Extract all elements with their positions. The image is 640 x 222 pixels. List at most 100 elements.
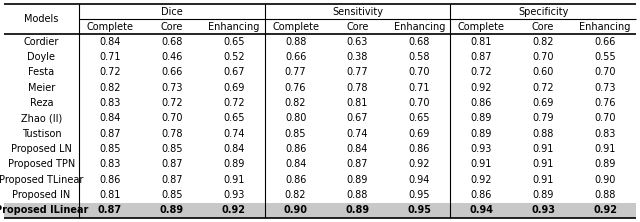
Text: 0.91: 0.91: [532, 175, 554, 185]
Text: 0.70: 0.70: [408, 67, 430, 77]
Text: 0.84: 0.84: [99, 113, 120, 123]
Text: 0.58: 0.58: [408, 52, 430, 62]
Text: Enhancing: Enhancing: [208, 22, 259, 32]
Text: 0.71: 0.71: [99, 52, 121, 62]
Text: 0.46: 0.46: [161, 52, 182, 62]
Text: 0.84: 0.84: [99, 37, 120, 47]
Text: 0.81: 0.81: [99, 190, 120, 200]
Text: Zhao (II): Zhao (II): [21, 113, 62, 123]
Text: 0.55: 0.55: [595, 52, 616, 62]
Text: 0.72: 0.72: [532, 83, 554, 93]
Text: Reza: Reza: [29, 98, 53, 108]
Text: 0.92: 0.92: [470, 83, 492, 93]
Text: 0.93: 0.93: [470, 144, 492, 154]
Text: 0.90: 0.90: [284, 205, 308, 215]
Text: 0.92: 0.92: [470, 175, 492, 185]
Text: 0.70: 0.70: [595, 113, 616, 123]
Text: 0.69: 0.69: [409, 129, 430, 139]
Text: Enhancing: Enhancing: [394, 22, 445, 32]
Text: 0.88: 0.88: [285, 37, 307, 47]
Text: Specificity: Specificity: [518, 6, 568, 16]
Text: 0.65: 0.65: [223, 113, 244, 123]
Text: Core: Core: [161, 22, 183, 32]
Text: 0.63: 0.63: [347, 37, 368, 47]
Text: Core: Core: [532, 22, 554, 32]
Text: 0.95: 0.95: [408, 205, 431, 215]
Text: Proposed IN: Proposed IN: [12, 190, 70, 200]
Text: 0.86: 0.86: [470, 190, 492, 200]
Text: 0.69: 0.69: [532, 98, 554, 108]
Text: 0.79: 0.79: [532, 113, 554, 123]
Text: 0.68: 0.68: [161, 37, 182, 47]
Text: 0.86: 0.86: [409, 144, 430, 154]
Text: Doyle: Doyle: [28, 52, 56, 62]
Text: 0.60: 0.60: [532, 67, 554, 77]
Text: 0.66: 0.66: [285, 52, 307, 62]
Text: 0.91: 0.91: [532, 159, 554, 169]
Text: 0.89: 0.89: [532, 190, 554, 200]
Text: 0.94: 0.94: [469, 205, 493, 215]
Text: 0.66: 0.66: [595, 37, 616, 47]
Text: 0.83: 0.83: [99, 98, 120, 108]
Text: 0.82: 0.82: [532, 37, 554, 47]
Text: Core: Core: [346, 22, 369, 32]
Text: 0.91: 0.91: [532, 144, 554, 154]
Text: 0.52: 0.52: [223, 52, 244, 62]
Text: 0.67: 0.67: [347, 113, 368, 123]
Text: Tustison: Tustison: [22, 129, 61, 139]
Text: 0.87: 0.87: [161, 175, 182, 185]
Text: 0.72: 0.72: [99, 67, 121, 77]
Text: Meier: Meier: [28, 83, 55, 93]
Text: 0.88: 0.88: [595, 190, 616, 200]
Text: 0.85: 0.85: [161, 190, 182, 200]
Text: 0.91: 0.91: [223, 175, 244, 185]
Text: 0.82: 0.82: [285, 190, 307, 200]
Text: 0.89: 0.89: [346, 205, 369, 215]
Text: 0.84: 0.84: [285, 159, 307, 169]
Text: 0.90: 0.90: [595, 175, 616, 185]
Text: 0.89: 0.89: [595, 159, 616, 169]
Text: 0.82: 0.82: [99, 83, 121, 93]
Text: 0.84: 0.84: [347, 144, 368, 154]
Text: 0.78: 0.78: [347, 83, 368, 93]
Text: 0.68: 0.68: [409, 37, 430, 47]
Text: Dice: Dice: [161, 6, 182, 16]
Text: 0.87: 0.87: [161, 159, 182, 169]
Text: Complete: Complete: [272, 22, 319, 32]
Text: 0.84: 0.84: [223, 144, 244, 154]
Text: 0.89: 0.89: [160, 205, 184, 215]
Text: 0.73: 0.73: [161, 83, 182, 93]
Text: Proposed TPN: Proposed TPN: [8, 159, 75, 169]
Text: Festa: Festa: [28, 67, 54, 77]
Text: 0.85: 0.85: [285, 129, 307, 139]
Text: 0.66: 0.66: [161, 67, 182, 77]
Text: 0.87: 0.87: [470, 52, 492, 62]
Text: 0.93: 0.93: [223, 190, 244, 200]
Bar: [4, 203, 636, 218]
Text: 0.92: 0.92: [221, 205, 246, 215]
Text: 0.87: 0.87: [98, 205, 122, 215]
Text: 0.95: 0.95: [408, 190, 430, 200]
Text: 0.86: 0.86: [99, 175, 120, 185]
Text: 0.86: 0.86: [285, 144, 307, 154]
Text: 0.89: 0.89: [223, 159, 244, 169]
Text: 0.91: 0.91: [470, 159, 492, 169]
Text: Enhancing: Enhancing: [579, 22, 631, 32]
Text: 0.70: 0.70: [532, 52, 554, 62]
Text: 0.76: 0.76: [595, 98, 616, 108]
Text: 0.77: 0.77: [347, 67, 368, 77]
Text: 0.85: 0.85: [161, 144, 182, 154]
Text: 0.70: 0.70: [595, 67, 616, 77]
Text: 0.69: 0.69: [223, 83, 244, 93]
Text: Cordier: Cordier: [24, 37, 59, 47]
Text: 0.92: 0.92: [593, 205, 617, 215]
Text: Sensitivity: Sensitivity: [332, 6, 383, 16]
Text: 0.72: 0.72: [470, 67, 492, 77]
Text: 0.82: 0.82: [285, 98, 307, 108]
Text: 0.94: 0.94: [409, 175, 430, 185]
Text: Complete: Complete: [458, 22, 505, 32]
Text: 0.77: 0.77: [285, 67, 307, 77]
Text: 0.65: 0.65: [408, 113, 430, 123]
Text: 0.72: 0.72: [223, 98, 244, 108]
Text: 0.87: 0.87: [347, 159, 368, 169]
